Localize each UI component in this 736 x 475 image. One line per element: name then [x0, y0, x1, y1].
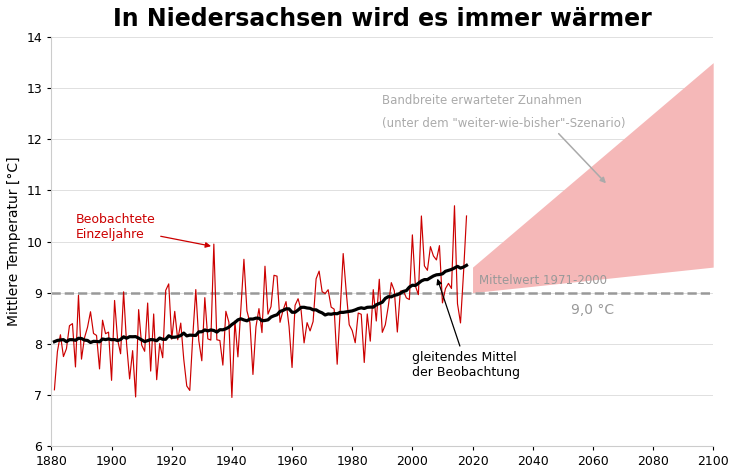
Text: Bandbreite erwarteter Zunahmen: Bandbreite erwarteter Zunahmen — [382, 95, 582, 107]
Text: 9,0 °C: 9,0 °C — [571, 303, 615, 317]
Title: In Niedersachsen wird es immer wärmer: In Niedersachsen wird es immer wärmer — [113, 7, 651, 31]
Text: Mittelwert 1971-2000: Mittelwert 1971-2000 — [478, 274, 606, 286]
Text: gleitendes Mittel
der Beobachtung: gleitendes Mittel der Beobachtung — [412, 280, 520, 380]
Text: (unter dem "weiter-wie-bisher"-Szenario): (unter dem "weiter-wie-bisher"-Szenario) — [382, 117, 626, 131]
Y-axis label: Mittlere Temperatur [°C]: Mittlere Temperatur [°C] — [7, 157, 21, 326]
Text: Beobachtete
Einzeljahre: Beobachtete Einzeljahre — [76, 213, 210, 247]
